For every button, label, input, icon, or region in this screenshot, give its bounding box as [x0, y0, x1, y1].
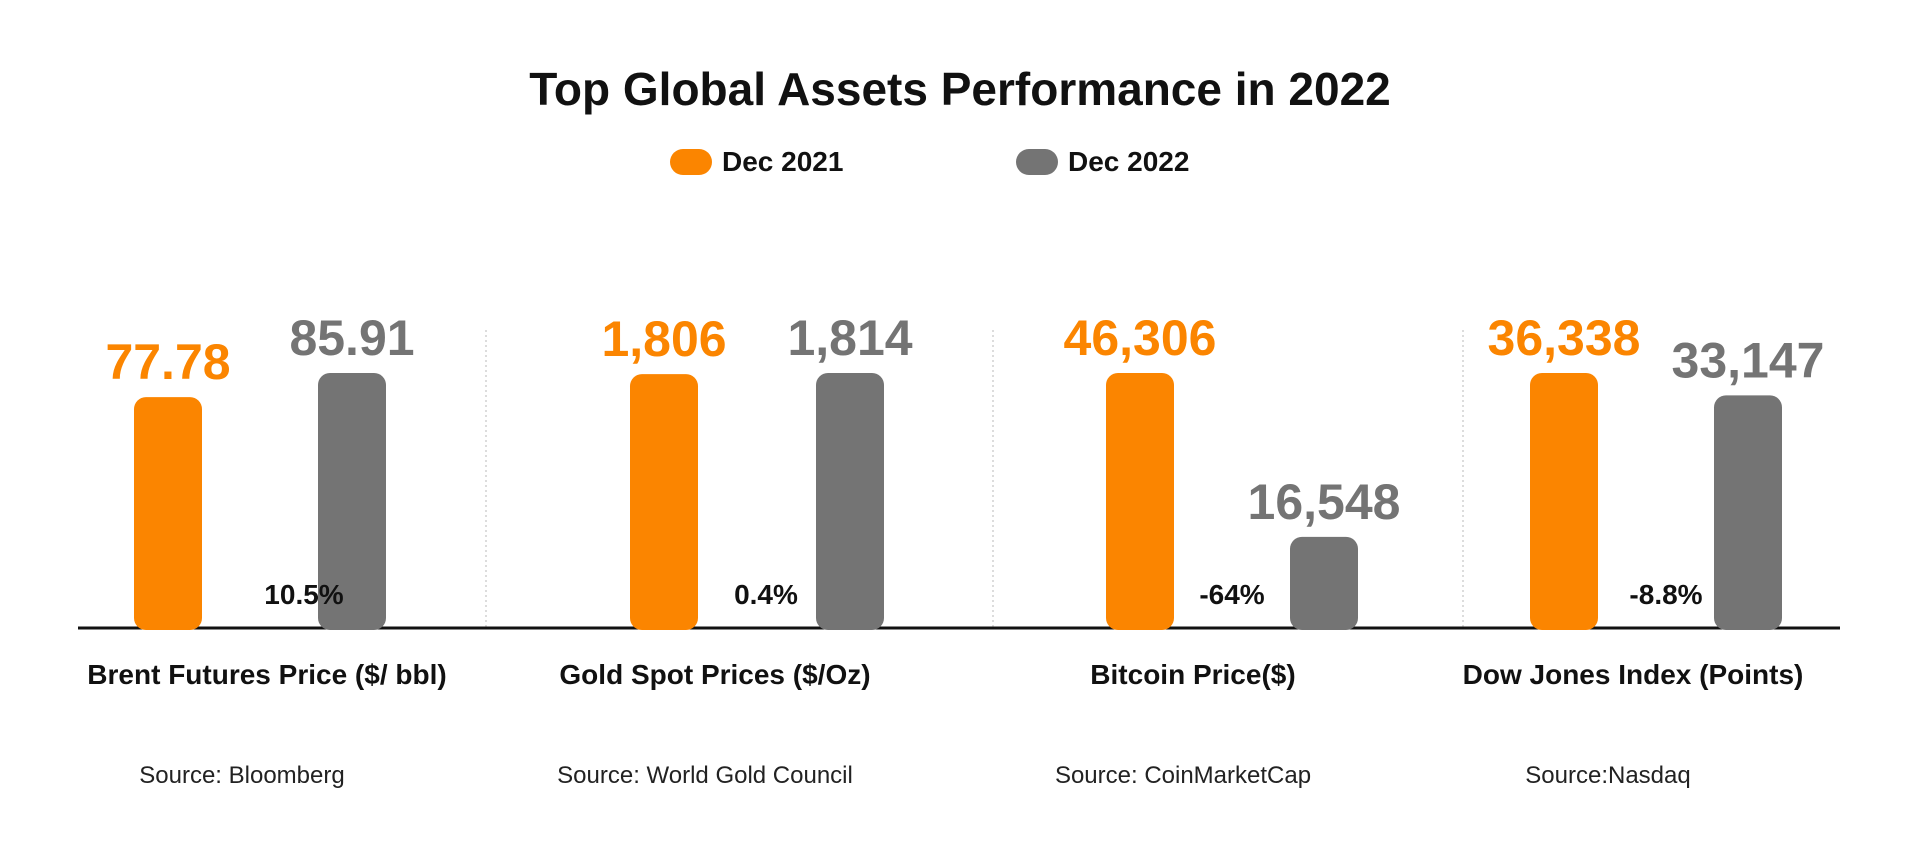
- source-label-dow-jones: Source:Nasdaq: [1525, 762, 1691, 789]
- legend-item-dec-2021: Dec 2021: [670, 146, 843, 178]
- legend-item-dec-2022: Dec 2022: [1016, 146, 1189, 178]
- category-label-bitcoin: Bitcoin Price($): [1090, 659, 1296, 690]
- bar-brent-dec-2021: [134, 397, 202, 630]
- bar-gold-dec-2021: [630, 374, 698, 630]
- change-label-bitcoin: -64%: [1199, 579, 1264, 610]
- source-label-bitcoin: Source: CoinMarketCap: [1054, 762, 1312, 789]
- category-label-brent: Brent Futures Price ($/ bbl): [87, 659, 447, 690]
- value-label-brent-dec-2022: 85.91: [289, 310, 414, 366]
- value-label-gold-dec-2022: 1,814: [787, 310, 912, 366]
- value-label-dow-jones-dec-2022: 33,147: [1672, 332, 1825, 388]
- bar-bitcoin-dec-2021: [1106, 373, 1174, 630]
- legend-label-dec-2022: Dec 2022: [1068, 146, 1190, 177]
- value-label-bitcoin-dec-2021: 46,306: [1064, 310, 1217, 366]
- chart-title: Top Global Assets Performance in 2022: [529, 63, 1391, 115]
- value-label-gold-dec-2021: 1,806: [601, 311, 726, 367]
- bar-dow-jones-dec-2021: [1530, 373, 1598, 630]
- value-label-bitcoin-dec-2022: 16,548: [1248, 474, 1401, 530]
- category-label-gold: Gold Spot Prices ($/Oz): [559, 659, 871, 690]
- bar-dow-jones-dec-2022: [1714, 395, 1782, 630]
- change-label-brent: 10.5%: [264, 579, 343, 610]
- bar-bitcoin-dec-2022: [1290, 536, 1358, 630]
- category-label-dow-jones: Dow Jones Index (Points): [1462, 659, 1804, 690]
- source-label-gold: Source: World Gold Council: [557, 762, 853, 789]
- change-label-gold: 0.4%: [734, 579, 798, 610]
- legend-swatch-dec-2021: [670, 149, 712, 175]
- bar-brent-dec-2022: [318, 373, 386, 630]
- legend-swatch-dec-2022: [1016, 149, 1058, 175]
- change-label-dow-jones: -8.8%: [1629, 579, 1702, 610]
- source-label-brent: Source: Bloomberg: [139, 762, 345, 789]
- value-label-brent-dec-2021: 77.78: [105, 334, 230, 390]
- legend-label-dec-2021: Dec 2021: [722, 146, 844, 177]
- bar-gold-dec-2022: [816, 373, 884, 630]
- legend: Dec 2021 Dec 2022: [0, 146, 1920, 186]
- value-label-dow-jones-dec-2021: 36,338: [1488, 310, 1641, 366]
